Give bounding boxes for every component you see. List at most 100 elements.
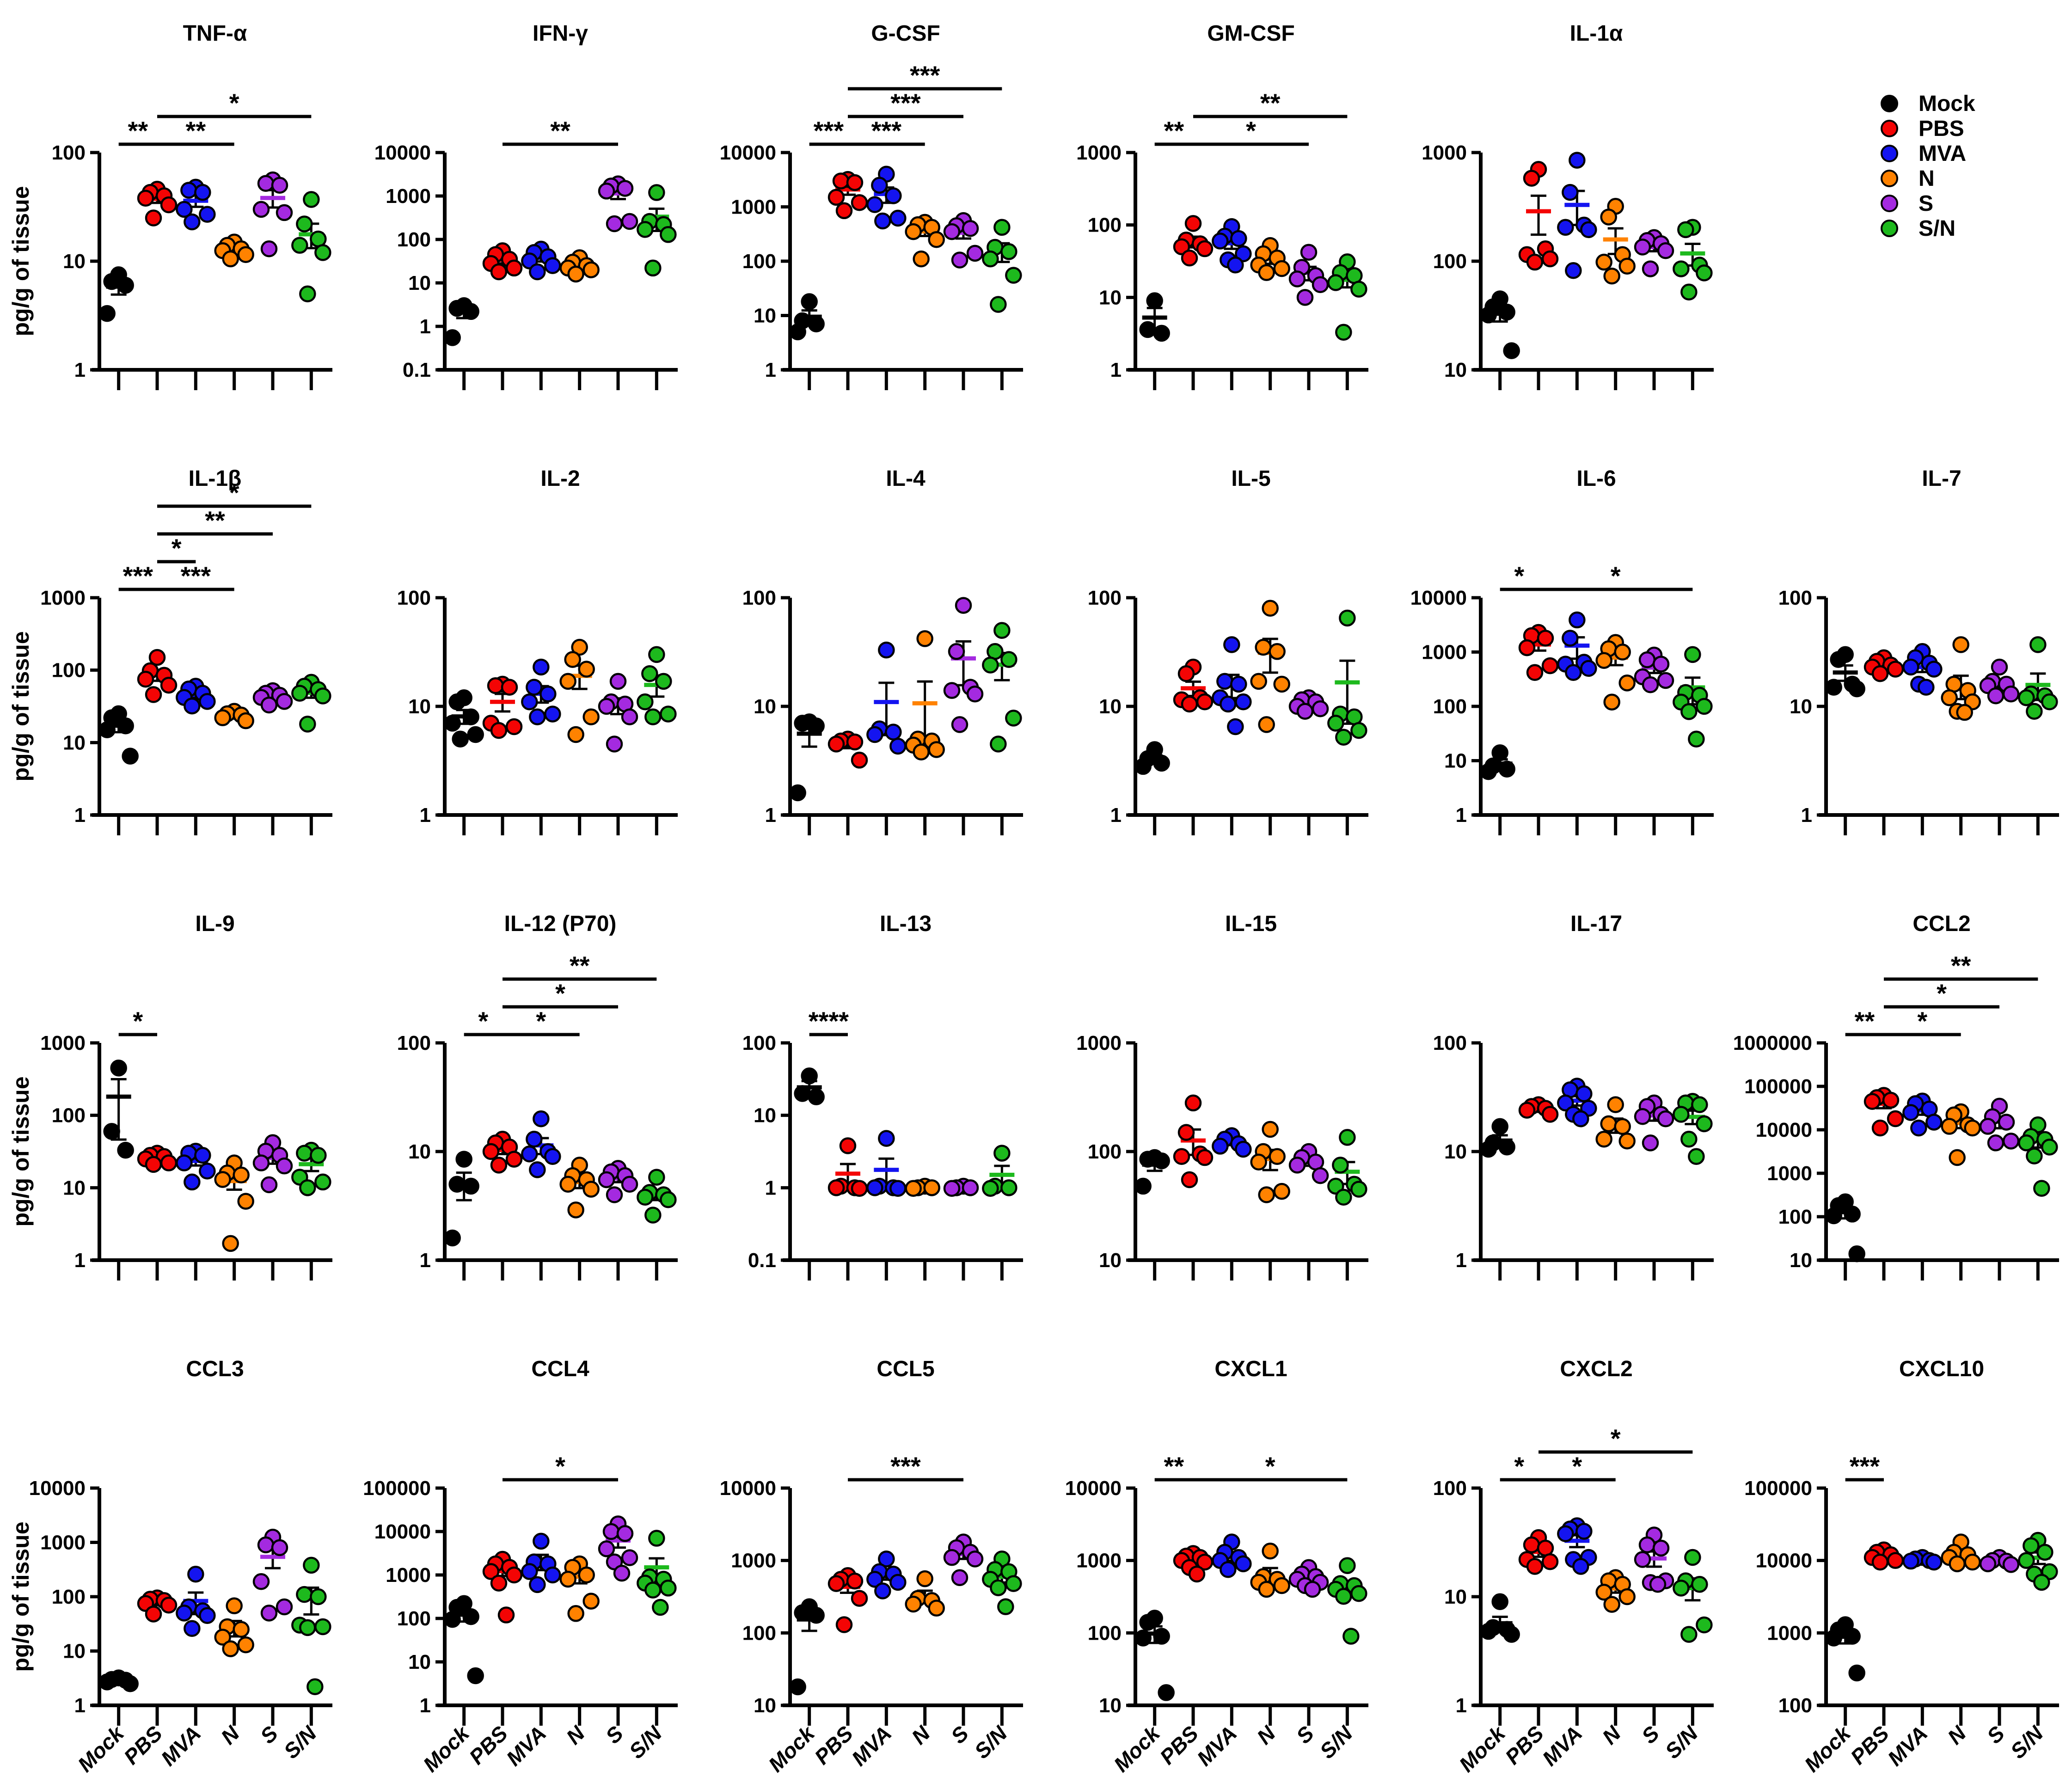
x-tick-label-n: N — [1252, 1721, 1280, 1749]
data-point-mock — [444, 1611, 461, 1628]
data-point-n — [559, 1176, 576, 1193]
data-point-s — [1634, 1108, 1651, 1125]
data-point-mva — [1925, 661, 1943, 678]
data-point-n — [237, 1193, 254, 1210]
y-tick-label: 10000 — [29, 1477, 86, 1500]
y-tick-label: 1000 — [731, 196, 776, 219]
y-tick-label: 10 — [1444, 1140, 1467, 1163]
data-point-n — [226, 1597, 243, 1614]
data-point-s-n — [637, 221, 654, 238]
data-point-n — [582, 1593, 600, 1610]
data-point-mock — [462, 708, 479, 726]
data-point-pbs — [490, 1157, 508, 1174]
data-point-mva — [526, 679, 543, 696]
data-point-pbs — [1196, 1149, 1214, 1166]
y-tick-label: 1000 — [40, 1032, 86, 1054]
sig-label: ** — [1164, 116, 1184, 145]
data-point-s-n — [1673, 1106, 1690, 1123]
data-point-mva — [1220, 695, 1237, 713]
sig-label: * — [1937, 979, 1947, 1008]
y-axis-title: pg/g of tissue — [8, 631, 34, 782]
data-point-pbs — [1887, 1552, 1904, 1569]
data-point-s-n — [993, 219, 1011, 236]
panel-title: IL-6 — [1576, 466, 1616, 491]
data-point-mva — [874, 1582, 891, 1599]
data-point-s-n — [660, 1580, 677, 1597]
data-point-pbs — [501, 679, 518, 696]
data-point-n — [1614, 643, 1631, 661]
panel-title: G-CSF — [871, 21, 940, 46]
data-point-s-n — [652, 1599, 669, 1616]
data-point-s — [606, 215, 623, 233]
y-tick-label: 10 — [1099, 286, 1122, 309]
sig-label: * — [1514, 561, 1524, 590]
data-point-mock — [808, 1607, 825, 1624]
data-point-mock — [801, 293, 818, 310]
data-point-pbs — [1871, 1553, 1889, 1571]
sig-label: * — [1246, 116, 1256, 145]
data-point-n — [1258, 716, 1275, 733]
data-point-s — [962, 1179, 979, 1196]
data-point-s — [609, 673, 627, 690]
data-point-s — [1638, 1536, 1656, 1554]
data-point-pbs — [1871, 665, 1889, 682]
data-point-s-n — [296, 215, 313, 233]
panel-cell-tnf: TNF-α ** ** * 1 10 100 pg/g of tissue — [0, 0, 345, 447]
x-tick-label-n: N — [216, 1721, 244, 1749]
y-tick-label: 100 — [1433, 1477, 1467, 1500]
data-point-s-n — [303, 191, 320, 208]
data-point-pbs — [851, 1180, 868, 1197]
data-point-s — [1649, 1575, 1667, 1593]
y-tick-label: 1000 — [40, 587, 86, 609]
data-point-s — [1979, 1118, 1997, 1135]
data-point-mva — [1223, 636, 1240, 653]
panel-title: IL-9 — [195, 912, 234, 936]
legend-label-mva: MVA — [1919, 141, 1966, 166]
y-tick-label: 10000 — [720, 141, 776, 164]
y-tick-label: 100 — [397, 1607, 431, 1630]
data-point-n — [1262, 600, 1279, 617]
data-point-n — [905, 1180, 922, 1197]
data-point-n — [559, 673, 576, 690]
data-point-pbs — [1541, 657, 1559, 674]
panel-cell-gm-csf: GM-CSF ** * ** 1 10 100 1000 — [1036, 0, 1381, 447]
data-point-s — [1657, 1110, 1674, 1127]
data-point-pbs — [1526, 1558, 1544, 1575]
data-point-n — [1603, 693, 1620, 711]
data-point-s — [616, 1525, 634, 1542]
data-point-s — [951, 716, 969, 733]
data-point-s-n — [1005, 710, 1022, 727]
data-point-s — [257, 175, 275, 192]
data-point-pbs — [835, 202, 853, 220]
data-point-n — [1595, 1584, 1612, 1601]
data-point-mva — [1575, 1523, 1593, 1540]
y-tick-label: 100 — [52, 1104, 86, 1127]
x-tick-label-s-n: S/N — [1315, 1721, 1357, 1764]
y-tick-label: 100 — [397, 228, 431, 251]
data-point-s — [951, 251, 969, 269]
data-point-n — [582, 261, 600, 278]
sig-label: * — [555, 1452, 565, 1481]
data-point-mock — [794, 715, 811, 732]
data-point-s — [2002, 1133, 2020, 1150]
x-tick-label-mock: Mock — [418, 1721, 475, 1777]
data-point-mock — [462, 1177, 479, 1195]
sig-label: * — [1611, 561, 1621, 590]
y-tick-label: 10 — [754, 1694, 776, 1717]
data-point-n — [1250, 1153, 1267, 1171]
data-point-n — [905, 223, 922, 240]
data-point-mock — [1153, 325, 1170, 342]
panel-title: IL-13 — [880, 912, 932, 936]
legend-label-mock: Mock — [1919, 92, 1975, 116]
data-point-pbs — [835, 1616, 853, 1633]
data-point-s-n — [1350, 1585, 1367, 1602]
y-tick-label: 1 — [74, 1249, 86, 1272]
data-point-n — [905, 1595, 922, 1613]
data-point-s-n — [2036, 1544, 2054, 1561]
data-point-s — [260, 696, 278, 714]
data-point-mva — [1902, 658, 1919, 676]
data-point-mva — [1230, 230, 1247, 247]
